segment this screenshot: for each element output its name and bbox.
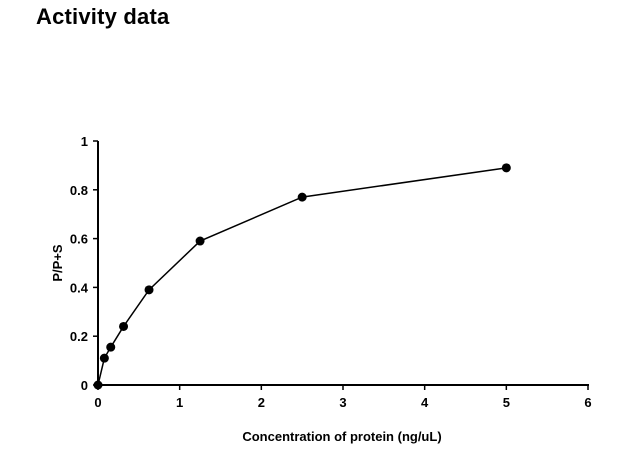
data-point xyxy=(106,342,116,352)
y-tick-label: 0 xyxy=(81,378,88,393)
data-series xyxy=(93,163,511,390)
x-tick-label: 2 xyxy=(258,395,265,410)
data-point xyxy=(93,380,103,390)
y-tick-label: 0.6 xyxy=(70,232,88,247)
y-tick-label: 0.4 xyxy=(70,280,89,295)
page-title: Activity data xyxy=(36,4,170,29)
x-tick-label: 6 xyxy=(584,395,591,410)
data-point xyxy=(501,163,511,173)
x-tick-label: 3 xyxy=(339,395,346,410)
x-tick-label: 5 xyxy=(503,395,510,410)
x-tick-label: 1 xyxy=(176,395,183,410)
data-point xyxy=(297,192,307,202)
y-tick-label: 0.8 xyxy=(70,183,88,198)
data-point xyxy=(99,353,109,363)
data-point xyxy=(195,236,205,246)
tick-marks xyxy=(93,140,589,390)
x-axis-title: Concentration of protein (ng/uL) xyxy=(242,429,441,444)
data-point xyxy=(119,321,129,331)
data-point xyxy=(144,285,154,295)
x-tick-label: 4 xyxy=(421,395,429,410)
axes xyxy=(97,141,589,386)
y-tick-label: 0.2 xyxy=(70,329,88,344)
tick-labels: 0 0.2 0.4 0.6 0.8 1 0 1 2 3 4 5 6 xyxy=(70,134,592,410)
y-tick-label: 1 xyxy=(81,134,88,149)
y-axis-title: P/P+S xyxy=(50,244,65,282)
x-tick-label: 0 xyxy=(94,395,101,410)
